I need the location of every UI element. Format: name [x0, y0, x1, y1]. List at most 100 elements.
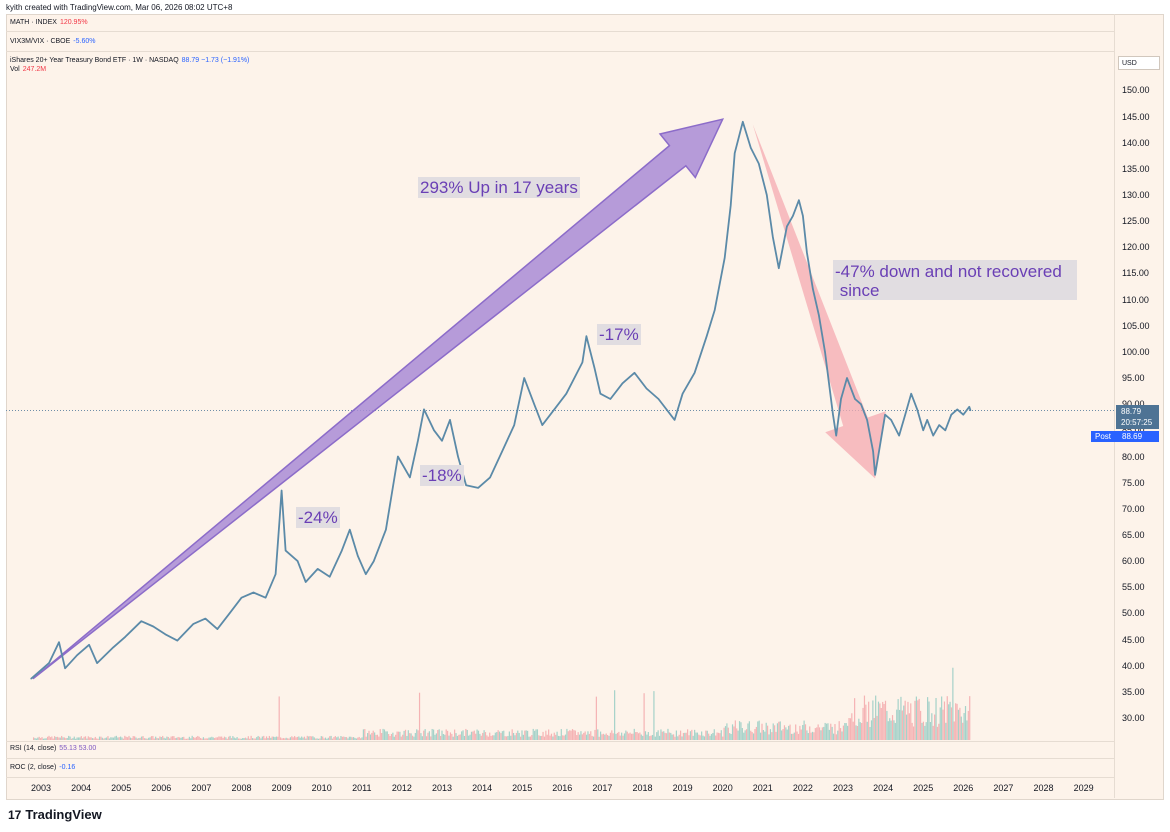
pane-divider[interactable]	[6, 741, 1114, 742]
volume-bar	[583, 732, 585, 740]
volume-bar	[150, 736, 153, 740]
price-point	[633, 372, 636, 374]
volume-bar	[162, 735, 164, 740]
volume-bar	[118, 737, 120, 740]
volume-bar	[726, 723, 728, 740]
volume-bar	[494, 732, 496, 740]
volume-bar	[142, 736, 144, 740]
price-point	[533, 403, 535, 405]
price-point	[192, 623, 194, 625]
chart-panel[interactable]	[6, 14, 1164, 800]
post-price: 88.69	[1117, 431, 1159, 442]
volume-bar	[465, 728, 467, 740]
volume-bar	[337, 736, 339, 740]
pane-divider[interactable]	[6, 758, 1114, 759]
price-point	[968, 406, 970, 408]
y-tick-label: 75.00	[1122, 477, 1145, 488]
pane-divider[interactable]	[6, 777, 1114, 778]
volume-bar	[661, 731, 663, 740]
volume-bar	[855, 725, 857, 740]
volume-bar	[454, 729, 456, 740]
currency-selector[interactable]: USD	[1118, 56, 1160, 70]
indicator-roc-value: -0.16	[59, 764, 76, 771]
volume-bar	[675, 730, 677, 740]
price-point	[778, 267, 780, 269]
x-tick-label: 2009	[271, 783, 292, 793]
volume-bar	[354, 737, 356, 740]
volume-bar	[37, 737, 39, 740]
volume-bar	[522, 734, 525, 740]
pane-divider[interactable]	[6, 51, 1114, 52]
volume-bar	[832, 733, 835, 740]
volume-bar	[929, 721, 932, 740]
annotation-dd-2012[interactable]: -18%	[420, 465, 464, 486]
volume-bar	[747, 723, 749, 740]
indicator-volume-value: 247.2M	[22, 66, 47, 73]
indicator-vix-name: VIX3M/VIX · CBOE	[10, 38, 71, 45]
annotation-dd-2008[interactable]: -24%	[296, 507, 340, 528]
volume-bar	[86, 738, 88, 740]
volume-bar	[727, 727, 729, 740]
indicator-roc[interactable]: ROC (2, close) -0.16	[10, 764, 75, 771]
volume-bar	[34, 738, 36, 740]
volume-bar	[851, 713, 853, 740]
volume-bar	[969, 696, 971, 740]
annotation-up[interactable]: 293% Up in 17 years	[418, 177, 580, 198]
x-tick-label: 2018	[632, 783, 653, 793]
volume-bar	[239, 738, 241, 740]
indicator-tlt[interactable]: iShares 20+ Year Treasury Bond ETF · 1W …	[10, 57, 249, 64]
volume-bar	[171, 736, 174, 740]
volume-bar	[260, 738, 262, 740]
volume-bar	[835, 734, 837, 740]
volume-bar	[423, 730, 425, 740]
volume-bar	[560, 729, 562, 740]
annotation-down[interactable]: -47% down and not recovered since	[833, 260, 1077, 300]
volume-bar	[190, 738, 192, 740]
pane-divider[interactable]	[6, 31, 1114, 32]
volume-bar	[580, 731, 582, 740]
volume-bar	[674, 736, 676, 740]
indicator-vix[interactable]: VIX3M/VIX · CBOE -5.60%	[10, 38, 95, 45]
volume-bar	[216, 737, 219, 740]
volume-bar	[100, 736, 102, 740]
volume-bar	[141, 736, 143, 740]
volume-bar	[684, 732, 686, 740]
volume-bar	[288, 738, 290, 740]
volume-bar	[483, 730, 485, 740]
last-price-value: 88.79	[1121, 407, 1142, 416]
volume-bar	[587, 731, 589, 740]
volume-bar	[459, 734, 461, 740]
volume-bar	[599, 731, 602, 740]
price-scale-divider	[1114, 14, 1115, 798]
volume-bar	[858, 718, 860, 740]
price-point	[329, 576, 331, 578]
volume-bar	[966, 720, 968, 740]
volume-bar	[797, 733, 800, 740]
price-point	[48, 662, 50, 664]
y-tick-label: 90.00	[1122, 399, 1145, 409]
price-point	[357, 555, 359, 557]
y-tick-label: 70.00	[1122, 503, 1145, 514]
annotation-dd-2016[interactable]: -17%	[597, 324, 641, 345]
indicator-volume[interactable]: Vol 247.2M	[10, 66, 46, 73]
tradingview-logo[interactable]: 17 TradingView	[8, 807, 102, 822]
indicator-rsi[interactable]: RSI (14, close) 55.13 53.00	[10, 745, 96, 752]
volume-bar	[365, 736, 367, 740]
volume-bar	[754, 729, 756, 740]
volume-bar	[900, 696, 902, 740]
volume-bar	[744, 730, 746, 740]
price-point	[682, 393, 684, 395]
volume-bar	[632, 733, 634, 740]
volume-bar	[148, 737, 150, 740]
volume-bar	[458, 734, 460, 740]
volume-bar	[303, 736, 306, 740]
price-point	[409, 476, 411, 479]
volume-bar	[201, 738, 203, 740]
indicator-math[interactable]: MATH · INDEX 120.95%	[10, 19, 88, 26]
volume-bar	[299, 737, 301, 740]
price-point	[274, 573, 277, 575]
price-point	[523, 377, 525, 379]
price-point	[278, 518, 281, 520]
volume-bar	[181, 737, 183, 740]
